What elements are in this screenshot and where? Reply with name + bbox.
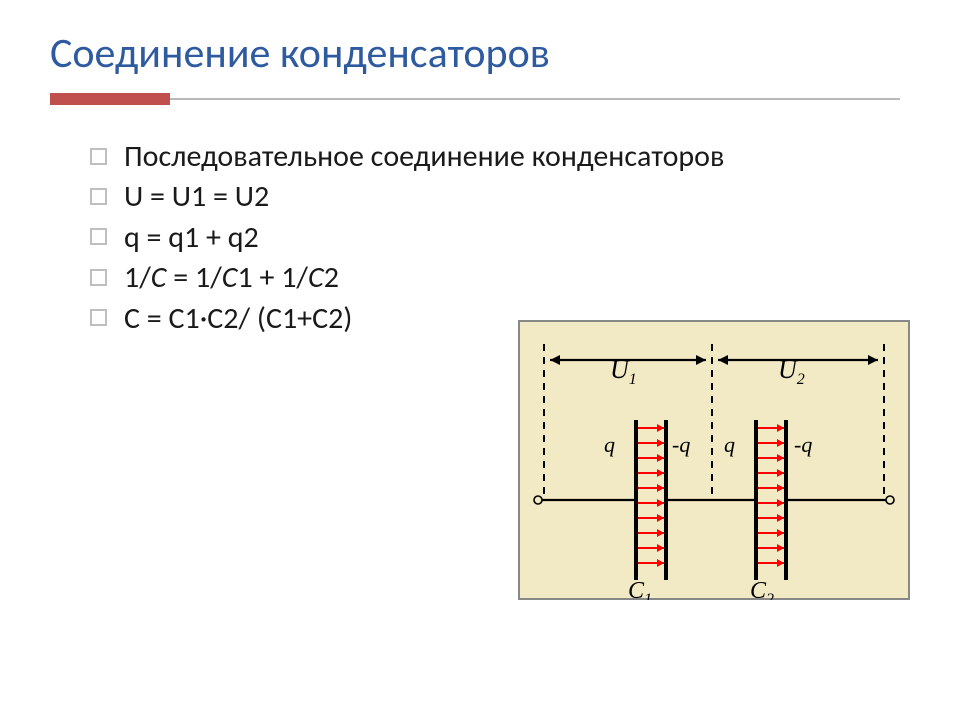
bullet-item: q = q1 + q2 <box>90 219 910 257</box>
accent-bar <box>50 93 170 105</box>
bullet-item: 1/C = 1/C1 + 1/C2 <box>90 259 910 297</box>
divider-line <box>170 98 900 100</box>
circuit-diagram: q-qC1q-qC2U1U2 <box>518 320 910 600</box>
slide: Соединение конденсаторов Последовательно… <box>0 0 960 720</box>
bullet-list: Последовательное соединение конденсаторо… <box>50 138 910 338</box>
bullet-item: Последовательное соединение конденсаторо… <box>90 138 910 176</box>
svg-text:-q: -q <box>794 432 812 457</box>
svg-text:-q: -q <box>672 432 690 457</box>
svg-text:q: q <box>604 432 615 457</box>
slide-title: Соединение конденсаторов <box>50 28 910 79</box>
title-rule <box>50 89 910 108</box>
bullet-item: U = U1 = U2 <box>90 178 910 216</box>
svg-text:q: q <box>724 432 735 457</box>
